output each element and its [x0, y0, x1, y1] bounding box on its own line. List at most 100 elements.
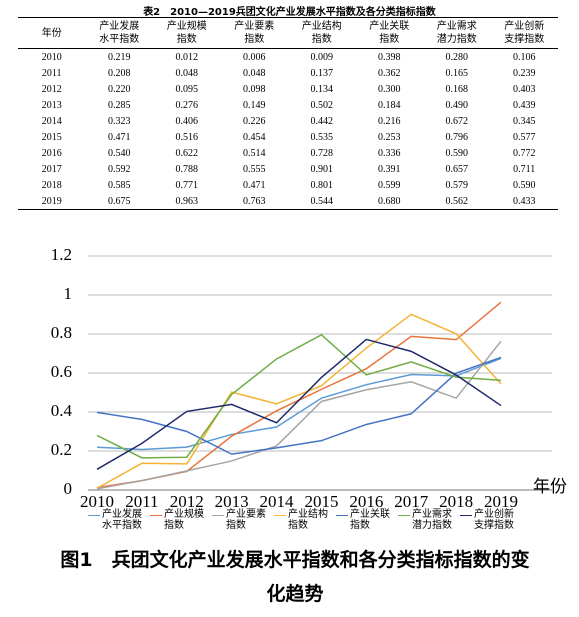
- table-cell: 0.439: [513, 99, 536, 111]
- table-cell: 0.009: [310, 51, 334, 63]
- header-text: 产业要素指数: [234, 21, 275, 45]
- series-line: [96, 333, 502, 459]
- table-cell: 0.226: [243, 115, 266, 127]
- legend-label: 产业要素指数: [226, 509, 266, 531]
- x-tick-label: 2016: [349, 492, 383, 511]
- series-line: [96, 356, 502, 455]
- legend: 产业发展水平指数 产业规模指数 产业要素指数 产业结构指数 产业关联指数 产业需求潜力指数…: [88, 509, 518, 531]
- table-cell: 0.095: [175, 83, 199, 95]
- header-text: 产业关联指数: [369, 21, 410, 45]
- y-tick-label: 0.6: [51, 362, 72, 381]
- table-cell: 0.137: [310, 67, 334, 79]
- table-cell: 0.514: [243, 147, 266, 159]
- header-text: 产业发展水平指数: [99, 21, 140, 45]
- table-row: 2011 0.208 0.048 0.048 0.137 0.362 0.165 0.239: [18, 65, 558, 81]
- table-cell: 0.801: [310, 179, 334, 191]
- table-cell: 2019: [41, 195, 62, 207]
- table-cell: 0.219: [108, 51, 131, 63]
- y-tick-label: 0: [64, 479, 73, 498]
- table-cell: 2018: [41, 179, 62, 191]
- header-cell: 产业发展水平指数: [86, 18, 154, 49]
- legend-item: 产业规模指数: [150, 509, 208, 531]
- table-cell: 0.134: [310, 83, 334, 95]
- table-row: 2018 0.585 0.771 0.471 0.801 0.599 0.579 0.590: [18, 177, 558, 193]
- legend-label: 产业需求潜力指数: [412, 509, 452, 531]
- table-cell: 0.454: [243, 131, 266, 143]
- legend-swatch: [398, 515, 410, 516]
- y-tick-label: 0.2: [51, 440, 72, 459]
- legend-label: 产业结构指数: [288, 509, 328, 531]
- table-cell: 0.590: [445, 147, 469, 159]
- table-cell: 0.276: [175, 99, 199, 111]
- table-cell: 0.502: [310, 99, 334, 111]
- table-cell: 2017: [41, 163, 62, 175]
- series-line: [96, 340, 502, 490]
- x-tick-label: 2019: [484, 492, 518, 511]
- table-cell: 0.403: [513, 83, 536, 95]
- x-tick-label: 2013: [215, 492, 249, 511]
- legend-item: 产业创新支撑指数: [460, 509, 518, 531]
- legend-item: 产业要素指数: [212, 509, 270, 531]
- table-cell: 0.590: [513, 179, 536, 191]
- table-cell: 0.362: [378, 67, 401, 79]
- table-cell: 2012: [41, 83, 62, 95]
- y-tick-label: 0.4: [51, 401, 73, 420]
- table-cell: 0.208: [108, 67, 131, 79]
- table-cell: 0.442: [310, 115, 334, 127]
- table-cell: 2010: [41, 51, 62, 63]
- table-cell: 2011: [41, 67, 62, 79]
- table-cell: 0.184: [378, 99, 401, 111]
- y-tick-label: 1.2: [51, 245, 72, 264]
- table-cell: 0.535: [310, 131, 334, 143]
- y-tick-label: 0.8: [51, 323, 72, 342]
- header-cell: 产业关联指数: [356, 18, 424, 49]
- table-cell: 0.577: [513, 131, 536, 143]
- series-line: [96, 357, 502, 451]
- table-cell: 0.098: [243, 83, 266, 95]
- table-row: 2015 0.471 0.516 0.454 0.535 0.253 0.796 0.577: [18, 129, 558, 145]
- table-cell: 0.285: [108, 99, 131, 111]
- table-cell: 0.165: [445, 67, 469, 79]
- table-cell: 0.220: [108, 83, 131, 95]
- table-cell: 0.728: [310, 147, 334, 159]
- header-text: 产业需求潜力指数: [436, 21, 477, 45]
- table-cell: 0.345: [513, 115, 536, 127]
- table-cell: 2015: [41, 131, 62, 143]
- table-cell: 0.336: [378, 147, 401, 159]
- figure-caption: 图1 兵团文化产业发展水平指数和各分类指标指数的变化趋势: [60, 549, 530, 605]
- table-cell: 0.599: [378, 179, 401, 191]
- header-cell: 年份: [18, 18, 86, 49]
- x-tick-label: 2012: [170, 492, 204, 511]
- legend-item: 产业结构指数: [274, 509, 332, 531]
- table-cell: 0.149: [243, 99, 266, 111]
- table-cell: 0.006: [243, 51, 266, 63]
- table-cell: 0.490: [445, 99, 469, 111]
- x-tick-label: 2017: [394, 492, 429, 511]
- table-cell: 0.657: [445, 163, 469, 175]
- table-cell: 0.585: [108, 179, 131, 191]
- table-cell: 2014: [41, 115, 62, 127]
- table-cell: 0.048: [243, 67, 266, 79]
- table-row: 2012 0.220 0.095 0.098 0.134 0.300 0.168 0.403: [18, 81, 558, 97]
- header-cell: 产业要素指数: [221, 18, 289, 49]
- table-cell: 0.391: [378, 163, 401, 175]
- header-text: 年份: [41, 27, 62, 39]
- legend-item: 产业关联指数: [336, 509, 394, 531]
- series-line: [96, 313, 502, 489]
- table-cell: 0.555: [243, 163, 266, 175]
- table-cell: 0.672: [445, 115, 469, 127]
- header-text: 产业创新支撑指数: [504, 21, 545, 45]
- table-cell: 0.433: [513, 195, 536, 207]
- legend-swatch: [274, 515, 286, 516]
- table-cell: 0.253: [378, 131, 401, 143]
- table-row: 2013 0.285 0.276 0.149 0.502 0.184 0.490 0.439: [18, 97, 558, 113]
- header-text: 产业规模指数: [166, 21, 207, 45]
- table-cell: 2016: [41, 147, 62, 159]
- legend-label: 产业规模指数: [164, 509, 204, 531]
- table-cell: 0.239: [513, 67, 536, 79]
- legend-label: 产业发展水平指数: [102, 509, 142, 531]
- table-cell: 0.300: [378, 83, 401, 95]
- header-cell: 产业规模指数: [153, 18, 221, 49]
- table-cell: 0.012: [175, 51, 199, 63]
